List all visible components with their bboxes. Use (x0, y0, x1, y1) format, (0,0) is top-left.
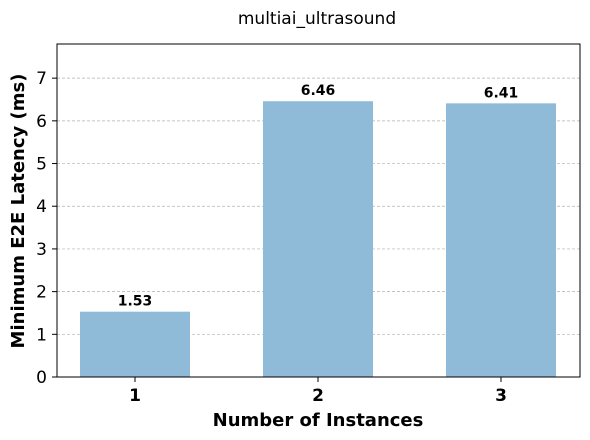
bars (80, 101, 556, 377)
y-tick-label: 2 (36, 283, 47, 303)
data-labels: 1.53 6.46 6.41 (118, 83, 519, 309)
y-tick-label: 4 (36, 197, 47, 217)
data-label: 1.53 (118, 294, 153, 310)
y-tick-label: 3 (36, 240, 47, 260)
bar (263, 101, 373, 377)
bar (446, 103, 556, 377)
x-tick-label: 3 (495, 386, 507, 406)
data-label: 6.46 (301, 83, 336, 99)
y-ticks: 0 1 2 3 4 5 6 7 (36, 69, 57, 388)
bar (80, 311, 190, 377)
x-ticks: 1 2 3 (129, 377, 507, 406)
y-tick-label: 5 (36, 155, 47, 175)
y-tick-label: 7 (36, 69, 47, 89)
chart-title: multiai_ultrasound (238, 9, 396, 29)
y-axis-label: Minimum E2E Latency (ms) (8, 74, 29, 349)
y-tick-label: 1 (36, 325, 47, 345)
data-label: 6.41 (484, 85, 519, 101)
x-tick-label: 2 (312, 386, 324, 406)
x-tick-label: 1 (129, 386, 141, 406)
x-axis-label: Number of Instances (213, 410, 424, 431)
y-tick-label: 6 (36, 112, 47, 132)
y-tick-label: 0 (36, 368, 47, 388)
